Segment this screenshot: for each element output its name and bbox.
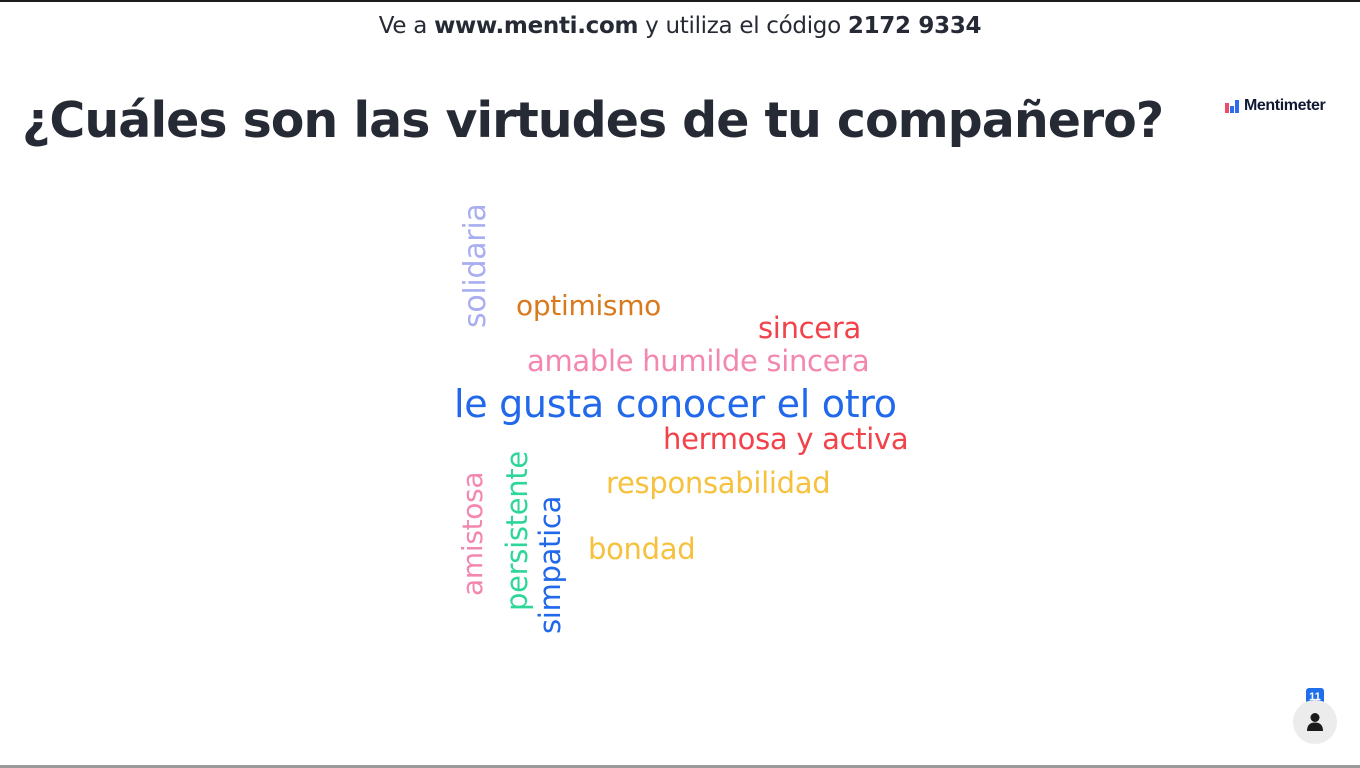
cloud-word: le gusta conocer el otro	[454, 382, 897, 426]
join-prefix: Ve a	[378, 13, 435, 39]
top-border	[0, 0, 1360, 2]
cloud-word: hermosa y activa	[663, 422, 909, 456]
join-code: 2172 9334	[847, 13, 982, 39]
join-middle: y utiliza el código	[638, 13, 848, 39]
brand-name: Mentimeter	[1244, 97, 1326, 114]
person-icon	[1307, 713, 1323, 731]
cloud-word: amistosa	[456, 471, 489, 596]
cloud-word: responsabilidad	[606, 466, 831, 500]
cloud-word: simpatica	[533, 495, 567, 634]
join-url: www.menti.com	[434, 13, 639, 39]
mentimeter-logo-icon	[1225, 99, 1239, 113]
cloud-word: optimismo	[516, 289, 662, 322]
mentimeter-brand: Mentimeter	[1225, 97, 1326, 115]
cloud-word: persistente	[500, 451, 534, 611]
bottom-border	[0, 765, 1360, 768]
join-instructions: Ve a www.menti.com y utiliza el código 2…	[0, 13, 1360, 39]
cloud-word: sincera	[758, 311, 861, 345]
cloud-word: bondad	[588, 532, 696, 566]
cloud-word: amable humilde sincera	[527, 344, 870, 378]
cloud-word: solidaria	[458, 203, 493, 328]
participants-button[interactable]	[1293, 700, 1337, 744]
slide-title: ¿Cuáles son las virtudes de tu compañero…	[22, 92, 1164, 149]
